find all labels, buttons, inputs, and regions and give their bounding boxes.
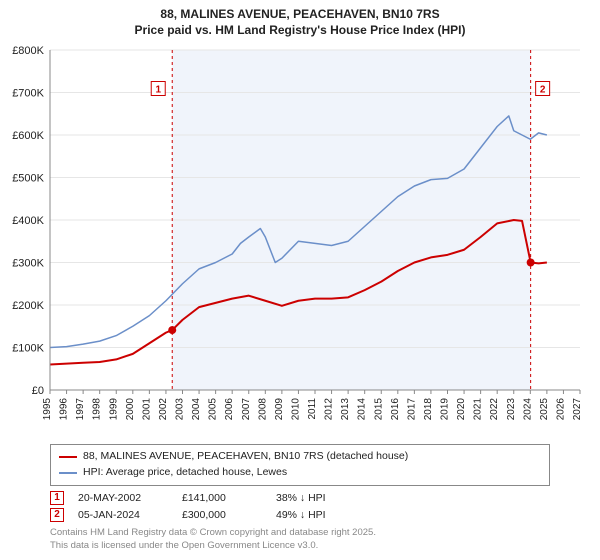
svg-text:2: 2 [540, 85, 546, 96]
footer-line-2: This data is licensed under the Open Gov… [50, 540, 550, 552]
svg-text:1995: 1995 [42, 398, 53, 421]
marker-date: 20-MAY-2002 [78, 490, 168, 507]
svg-text:2020: 2020 [456, 398, 467, 421]
chart-container: £0 £100K £200K £300K £400K £500K £600K £700K £80… [0, 40, 600, 440]
svg-text:2017: 2017 [406, 398, 417, 421]
svg-text:2024: 2024 [522, 398, 533, 421]
marker-date: 05-JAN-2024 [78, 507, 168, 524]
svg-text:2007: 2007 [241, 398, 252, 421]
svg-text:£0: £0 [32, 385, 44, 397]
svg-text:2010: 2010 [290, 398, 301, 421]
svg-text:2014: 2014 [357, 398, 368, 421]
marker-table: 1 20-MAY-2002 £141,000 38% ↓ HPI 2 05-JAN-202… [50, 490, 550, 524]
title-address: 88, MALINES AVENUE, PEACEHAVEN, BN10 7RS [10, 6, 590, 22]
svg-text:£400K: £400K [12, 215, 44, 227]
svg-text:1998: 1998 [92, 398, 103, 421]
marker-tag: 2 [50, 508, 64, 522]
svg-text:2019: 2019 [440, 398, 451, 421]
svg-text:2005: 2005 [208, 398, 219, 421]
svg-text:2008: 2008 [257, 398, 268, 421]
svg-text:2004: 2004 [191, 398, 202, 421]
svg-text:1: 1 [155, 85, 161, 96]
svg-text:2026: 2026 [555, 398, 566, 421]
svg-text:2027: 2027 [572, 398, 583, 421]
marker-row: 1 20-MAY-2002 £141,000 38% ↓ HPI [50, 490, 550, 507]
marker-price: £141,000 [182, 490, 262, 507]
svg-text:£600K: £600K [12, 130, 44, 142]
svg-text:£300K: £300K [12, 258, 44, 270]
svg-text:2001: 2001 [141, 398, 152, 421]
footer-attribution: Contains HM Land Registry data © Crown c… [50, 527, 550, 552]
marker-row: 2 05-JAN-2024 £300,000 49% ↓ HPI [50, 507, 550, 524]
svg-text:2002: 2002 [158, 398, 169, 421]
svg-text:2003: 2003 [175, 398, 186, 421]
svg-text:£700K: £700K [12, 88, 44, 100]
svg-text:2025: 2025 [539, 398, 550, 421]
svg-text:2021: 2021 [473, 398, 484, 421]
svg-text:1999: 1999 [108, 398, 119, 421]
marker-price: £300,000 [182, 507, 262, 524]
svg-text:£800K: £800K [12, 45, 44, 57]
chart-legend: 88, MALINES AVENUE, PEACEHAVEN, BN10 7RS… [50, 444, 550, 486]
chart-title-block: 88, MALINES AVENUE, PEACEHAVEN, BN10 7RS… [0, 0, 600, 40]
legend-row: 88, MALINES AVENUE, PEACEHAVEN, BN10 7RS… [59, 449, 541, 465]
legend-swatch [59, 456, 77, 458]
svg-text:£100K: £100K [12, 343, 44, 355]
svg-text:2012: 2012 [324, 398, 335, 421]
legend-swatch [59, 472, 77, 474]
svg-text:1996: 1996 [59, 398, 70, 421]
marker-tag: 1 [50, 491, 64, 505]
legend-label: HPI: Average price, detached house, Lewe… [83, 465, 287, 481]
title-subtitle: Price paid vs. HM Land Registry's House … [10, 22, 590, 38]
svg-text:2018: 2018 [423, 398, 434, 421]
line-chart: £0 £100K £200K £300K £400K £500K £600K £700K £80… [0, 40, 600, 440]
svg-text:2011: 2011 [307, 398, 318, 420]
svg-text:1997: 1997 [75, 398, 86, 421]
svg-text:£200K: £200K [12, 300, 44, 312]
marker-hpi: 38% ↓ HPI [276, 490, 366, 507]
marker-hpi: 49% ↓ HPI [276, 507, 366, 524]
legend-label: 88, MALINES AVENUE, PEACEHAVEN, BN10 7RS… [83, 449, 408, 465]
svg-text:£500K: £500K [12, 173, 44, 185]
svg-text:2015: 2015 [373, 398, 384, 421]
svg-text:2013: 2013 [340, 398, 351, 421]
footer-line-1: Contains HM Land Registry data © Crown c… [50, 527, 550, 539]
svg-text:2022: 2022 [489, 398, 500, 421]
svg-text:2006: 2006 [224, 398, 235, 421]
svg-text:2000: 2000 [125, 398, 136, 421]
svg-text:2023: 2023 [506, 398, 517, 421]
legend-row: HPI: Average price, detached house, Lewe… [59, 465, 541, 481]
svg-text:2016: 2016 [390, 398, 401, 421]
svg-text:2009: 2009 [274, 398, 285, 421]
